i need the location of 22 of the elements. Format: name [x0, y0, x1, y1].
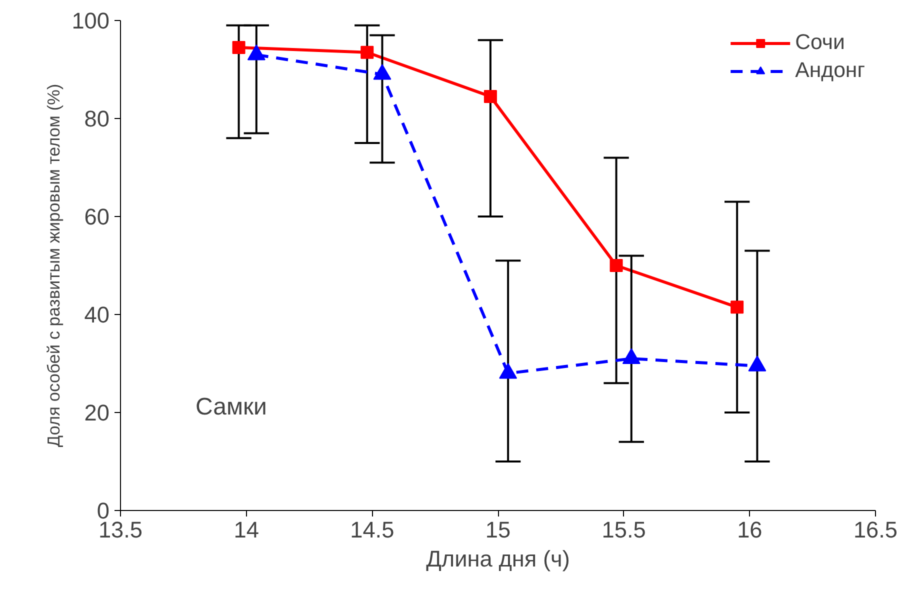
legend-label: Андонг [795, 58, 865, 83]
point [499, 362, 518, 379]
y-tick-label: 100 [72, 8, 110, 34]
x-tick-label: 15.5 [602, 516, 646, 542]
x-tick-label: 14.5 [350, 516, 394, 542]
y-tick-label: 20 [84, 400, 110, 426]
x-axis-title: Длина дня (ч) [426, 546, 570, 572]
x-tick-label: 14 [234, 516, 259, 542]
point [622, 348, 640, 364]
y-tick-label: 60 [84, 204, 110, 230]
y-tick-label: 80 [84, 106, 110, 132]
annotation: Самки [196, 394, 267, 420]
point [748, 356, 766, 372]
point [484, 90, 497, 103]
y-tick-label: 40 [84, 302, 110, 328]
legend-label: Сочи [795, 30, 845, 55]
x-tick-label: 16.5 [853, 516, 898, 542]
x-tick-label: 15 [485, 516, 511, 542]
point [360, 46, 374, 59]
y-axis-title: Доля особей с развитым жировым телом (%) [44, 84, 64, 448]
x-tick-label: 16 [737, 516, 762, 542]
point [232, 40, 246, 54]
